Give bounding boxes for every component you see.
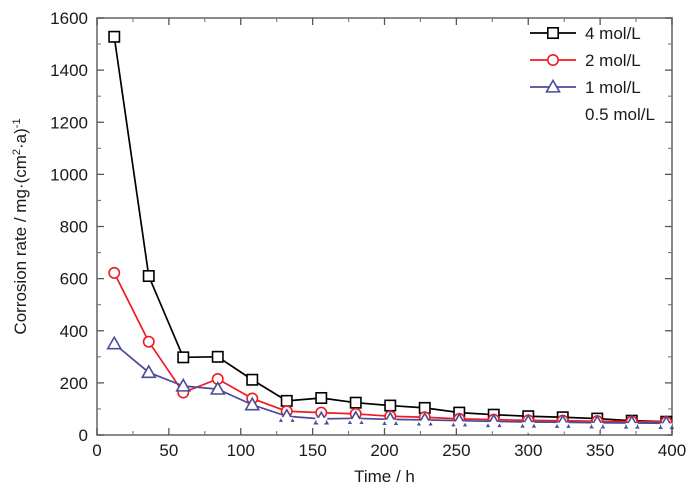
x-tick-label: 50 — [159, 441, 178, 460]
series-1-mol-l — [106, 335, 675, 429]
y-tick-label: 0 — [79, 426, 88, 445]
data-point-marker — [107, 324, 121, 337]
data-point-marker — [349, 419, 363, 431]
data-point-marker — [280, 417, 294, 429]
data-point-marker — [244, 396, 261, 411]
legend-label: 1 mol/L — [585, 78, 641, 97]
data-point-marker — [108, 266, 121, 279]
y-tick-label: 800 — [60, 218, 88, 237]
y-tick-label: 1000 — [50, 165, 88, 184]
legend-label: 2 mol/L — [585, 51, 641, 70]
data-point-marker — [209, 381, 226, 395]
x-tick-label: 100 — [227, 441, 255, 460]
data-point-marker — [108, 30, 121, 43]
data-point-marker — [546, 53, 559, 66]
data-point-marker — [452, 421, 466, 433]
data-point-marker — [556, 422, 570, 434]
y-axis-title: Corrosion rate / mg·(cm2·a)-1 — [11, 118, 30, 334]
data-point-marker — [176, 404, 190, 416]
legend-entry-2-mol-l[interactable]: 2 mol/L — [530, 51, 641, 70]
data-point-marker — [142, 270, 155, 283]
legend-entry-4-mol-l[interactable]: 4 mol/L — [530, 24, 641, 43]
series-0-5-mol-l — [107, 324, 673, 435]
data-point-marker — [545, 78, 561, 93]
data-point-marker — [177, 351, 190, 364]
data-point-marker — [140, 364, 157, 379]
data-point-marker — [280, 394, 293, 407]
data-point-marker — [246, 373, 259, 386]
x-tick-label: 200 — [370, 441, 398, 460]
data-point-marker — [314, 417, 328, 430]
y-tick-label: 600 — [60, 270, 88, 289]
data-point-marker — [349, 396, 362, 409]
data-point-marker — [546, 26, 559, 39]
x-axis-title: Time / h — [354, 467, 415, 486]
x-tick-label: 150 — [298, 441, 326, 460]
data-point-marker — [106, 335, 123, 350]
data-point-marker — [142, 394, 156, 407]
data-point-marker — [175, 377, 192, 392]
legend-entry-1-mol-l[interactable]: 1 mol/L — [530, 78, 641, 97]
y-axis-title-text: Corrosion rate / mg·(cm2·a)-1 — [11, 118, 30, 334]
y-tick-label: 400 — [60, 322, 88, 341]
data-point-marker — [418, 420, 432, 433]
x-tick-label: 250 — [442, 441, 470, 460]
series-line — [113, 35, 668, 423]
legend-entry-0-5-mol-l[interactable]: 0.5 mol/L — [530, 105, 655, 124]
chart-legend: 4 mol/L 2 mol/L 1 mol/L 0.5 mol/L — [530, 24, 655, 124]
x-tick-label: 0 — [92, 441, 101, 460]
y-tick-label: 1200 — [50, 113, 88, 132]
legend-label: 4 mol/L — [585, 24, 641, 43]
y-tick-label: 1600 — [50, 9, 88, 28]
data-point-marker — [315, 391, 328, 404]
data-point-marker — [384, 399, 397, 412]
y-tick-label: 200 — [60, 374, 88, 393]
x-tick-label: 350 — [586, 441, 614, 460]
data-point-marker — [521, 422, 535, 434]
data-series-group — [106, 30, 675, 435]
y-axis-tick-labels: 0 200 400 600 800 1000 1200 1400 1600 — [50, 9, 88, 445]
y-tick-label: 1400 — [50, 61, 88, 80]
legend-label: 0.5 mol/L — [585, 105, 655, 124]
data-point-marker — [625, 423, 639, 435]
data-point-marker — [590, 422, 604, 435]
data-point-marker — [245, 413, 259, 426]
x-tick-label: 400 — [658, 441, 686, 460]
data-point-marker — [142, 335, 155, 348]
data-point-marker — [383, 419, 397, 432]
x-tick-label: 300 — [514, 441, 542, 460]
x-axis-tick-labels: 0 50 100 150 200 250 300 350 400 — [92, 441, 686, 460]
data-point-marker — [211, 350, 224, 363]
data-point-marker — [546, 109, 560, 121]
data-point-marker — [659, 423, 673, 435]
data-point-marker — [211, 410, 225, 422]
data-point-marker — [487, 422, 501, 434]
